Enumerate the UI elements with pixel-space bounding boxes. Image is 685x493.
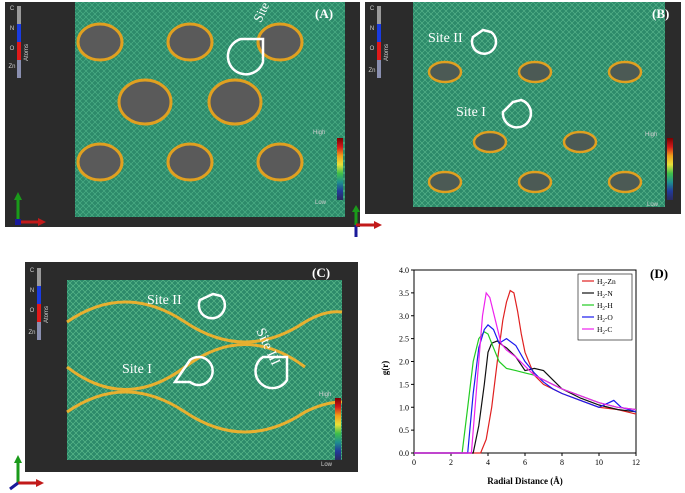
y-tick-label-1: 0.5 [399, 426, 409, 435]
rdf-chart: 0 2 4 6 8 10 12 0.0 0.5 1.0 1.5 2.0 2.5 3.0 3.5 4.0 H2-… [380, 266, 640, 486]
y-tick-label-0: 0.0 [399, 449, 409, 458]
legend-c: C [369, 6, 375, 12]
orientation-axes-b [352, 205, 382, 237]
series-line-h2-c [414, 291, 637, 454]
scale-high: High [313, 130, 326, 136]
y-tick-label-8: 4.0 [399, 266, 409, 275]
legend-zn: Zn [368, 68, 376, 74]
panel-b-density-map [413, 2, 665, 207]
x-tick-label-6: 12 [632, 458, 640, 467]
panel-b-site-ii: Site II [428, 31, 463, 46]
legend-n: N [369, 26, 375, 32]
legend-c: C [29, 268, 35, 274]
scale-low: Low [321, 462, 333, 468]
panel-d-letter: (D) [650, 266, 669, 281]
x-tick-label-5: 10 [595, 458, 603, 467]
panel-c-site-i: Site I [122, 362, 152, 377]
legend-label-3: H2-O [597, 313, 613, 324]
legend-o: O [29, 308, 35, 314]
panel-c-letter: (C) [312, 265, 331, 280]
y-tick-label-6: 3.0 [399, 312, 409, 321]
panel-a-map: C N O Zn Atoms High Low [5, 2, 360, 227]
panel-b-site-i: Site I [456, 105, 486, 120]
panel-c-site-ii: Site II [147, 293, 182, 308]
x-tick-label-4: 8 [560, 458, 564, 467]
legend-c: C [9, 6, 15, 12]
x-tick-label-3: 6 [523, 458, 527, 467]
y-tick-label-5: 2.5 [399, 335, 409, 344]
legend-zn: Zn [28, 330, 36, 336]
legend-zn: Zn [8, 64, 16, 70]
x-axis-label: Radial Distance (Å) [487, 476, 563, 486]
atoms-title: Atoms [384, 43, 390, 61]
y-tick-label-7: 3.5 [399, 289, 409, 298]
panel-a-density-map [75, 2, 345, 217]
x-tick-label-0: 0 [412, 458, 416, 467]
site-i-marker [226, 37, 265, 76]
atoms-title: Atoms [24, 43, 30, 61]
x-tick-label-1: 2 [449, 458, 453, 467]
orientation-axes-c [9, 455, 44, 491]
legend-label-1: H2-N [597, 289, 613, 300]
scale-high: High [319, 392, 332, 398]
legend-label-0: H2-Zn [597, 277, 616, 288]
legend-n: N [29, 288, 35, 294]
scale-low: Low [647, 202, 659, 208]
legend-label-2: H2-H [597, 301, 613, 312]
y-tick-label-4: 2.0 [399, 358, 409, 367]
legend-label-4: H2-C [597, 325, 612, 336]
y-axis-label: g(r) [380, 361, 390, 376]
atoms-title: Atoms [44, 305, 50, 323]
x-tick-label-2: 4 [486, 458, 490, 467]
legend-n: N [9, 26, 15, 32]
panel-c-map: C N O Zn Atoms High Low [25, 262, 358, 472]
scale-high: High [645, 132, 658, 138]
y-tick-label-2: 1.0 [399, 403, 409, 412]
panel-b-map: C N O Zn Atoms High Low [365, 2, 681, 214]
legend-o: O [9, 46, 15, 52]
orientation-axes [14, 192, 46, 226]
panel-c-density-map [66, 280, 343, 460]
y-tick-label-3: 1.5 [399, 380, 409, 389]
legend-o: O [369, 46, 375, 52]
panel-b-letter: (B) [652, 6, 670, 21]
scale-low: Low [315, 200, 327, 206]
panel-a-letter: (A) [315, 6, 334, 21]
